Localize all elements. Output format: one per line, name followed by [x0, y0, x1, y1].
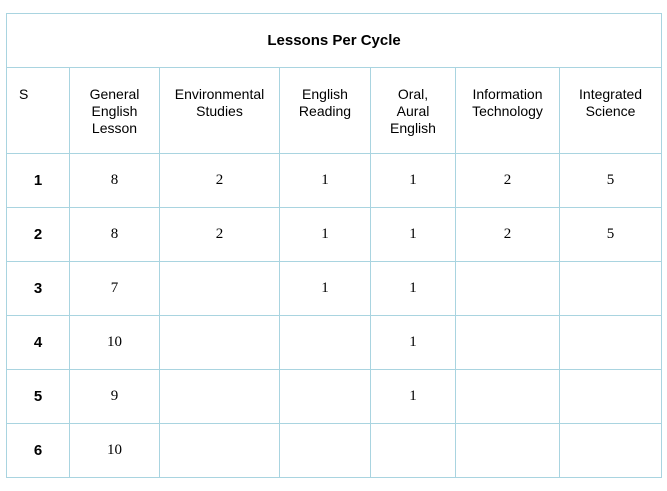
cell-information-technology: [455, 423, 560, 478]
cell-integrated-science: [558, 315, 663, 370]
cell-english-reading: [279, 423, 371, 478]
header-information-technology: Information Technology: [455, 67, 560, 154]
cell-english-reading: 1: [279, 153, 371, 208]
cell-oral-aural-english: 1: [370, 207, 456, 262]
cell-information-technology: [455, 315, 560, 370]
cell-english-reading: [279, 315, 371, 370]
header-environmental-studies: Environmental Studies: [159, 67, 280, 154]
table-row: 6 10: [6, 423, 663, 478]
cell-integrated-science: [558, 261, 663, 316]
cell-environmental-studies: [159, 423, 280, 478]
cell-integrated-science: [558, 369, 663, 424]
cell-information-technology: [455, 369, 560, 424]
cell-oral-aural-english: 1: [370, 315, 456, 370]
cell-information-technology: 2: [455, 207, 560, 262]
title-row: Lessons Per Cycle: [5, 13, 663, 68]
cell-general-english-lesson: 10: [69, 423, 160, 478]
row-number: 6: [6, 423, 70, 478]
cell-english-reading: [279, 369, 371, 424]
cell-english-reading: 1: [279, 261, 371, 316]
cell-integrated-science: 5: [558, 207, 663, 262]
row-number: 4: [6, 315, 70, 370]
cell-general-english-lesson: 9: [69, 369, 160, 424]
cell-general-english-lesson: 8: [69, 207, 160, 262]
table-row: 4 10 1: [6, 315, 663, 370]
cell-information-technology: 2: [455, 153, 560, 208]
header-integrated-science: Integrated Science: [558, 67, 663, 154]
cell-oral-aural-english: 1: [370, 153, 456, 208]
header-general-english-lesson: General English Lesson: [69, 67, 160, 154]
cell-oral-aural-english: 1: [370, 369, 456, 424]
header-english-reading: English Reading: [279, 67, 371, 154]
row-number: 3: [6, 261, 70, 316]
table-body: 1 8 2 1 1 2 5 2 8 2 1 1 2 5 3 7 1 1 4 10 1 5 9 1 6 10: [6, 153, 663, 478]
cell-oral-aural-english: [370, 423, 456, 478]
cell-environmental-studies: 2: [159, 153, 280, 208]
header-row: S General English Lesson Environmental S…: [6, 67, 663, 154]
cell-integrated-science: [558, 423, 663, 478]
cell-environmental-studies: [159, 315, 280, 370]
cell-environmental-studies: 2: [159, 207, 280, 262]
row-number: 1: [6, 153, 70, 208]
cell-general-english-lesson: 10: [69, 315, 160, 370]
header-oral-aural-english: Oral, Aural English: [370, 67, 456, 154]
lessons-table: Lessons Per Cycle S General English Less…: [5, 13, 663, 478]
cell-integrated-science: 5: [558, 153, 663, 208]
table-title: Lessons Per Cycle: [5, 13, 663, 68]
row-number: 2: [6, 207, 70, 262]
cell-general-english-lesson: 7: [69, 261, 160, 316]
header-s: S: [6, 67, 70, 154]
cell-oral-aural-english: 1: [370, 261, 456, 316]
row-number: 5: [6, 369, 70, 424]
cell-information-technology: [455, 261, 560, 316]
cell-general-english-lesson: 8: [69, 153, 160, 208]
cell-english-reading: 1: [279, 207, 371, 262]
cell-environmental-studies: [159, 261, 280, 316]
cell-environmental-studies: [159, 369, 280, 424]
